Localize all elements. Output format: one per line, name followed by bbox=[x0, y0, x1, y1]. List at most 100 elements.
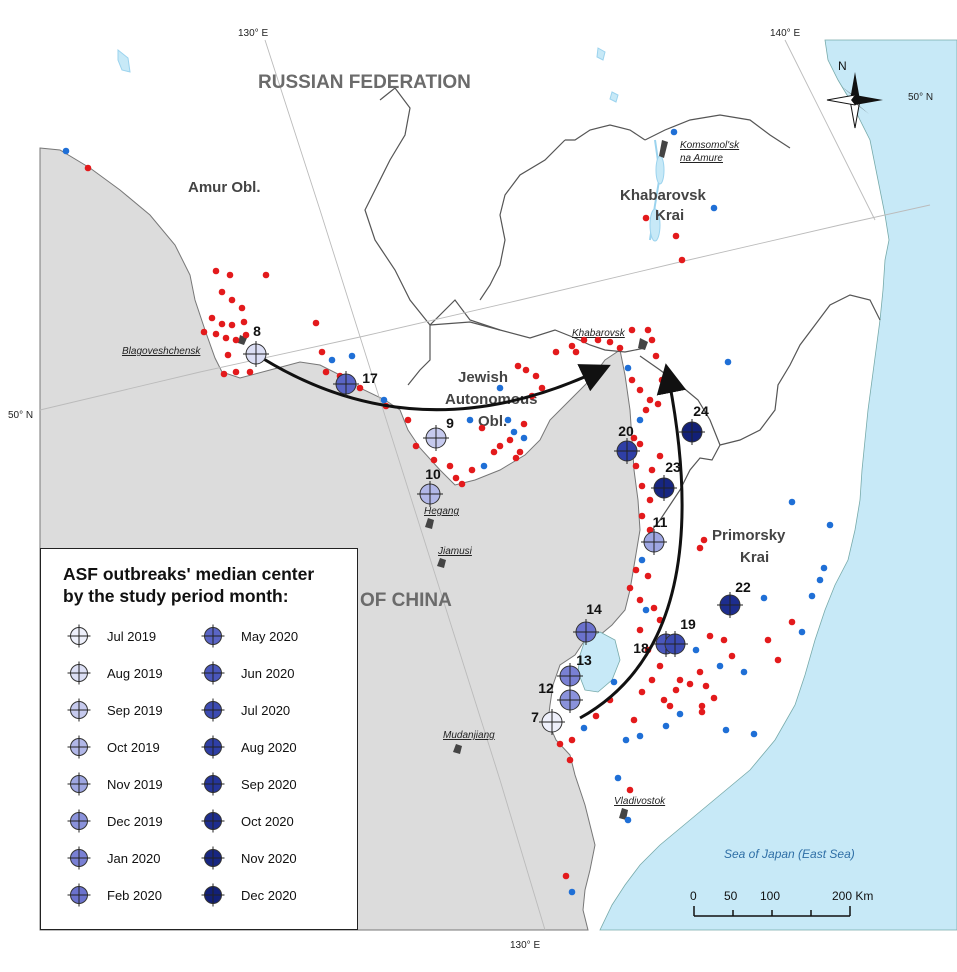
outbreak-point bbox=[820, 564, 828, 572]
graticule bbox=[39, 39, 931, 931]
outbreak-point bbox=[246, 368, 254, 376]
median-center-9 bbox=[423, 425, 449, 451]
outbreak-point bbox=[568, 736, 576, 744]
legend-marker-icon bbox=[201, 624, 225, 648]
outbreak-point bbox=[232, 336, 240, 344]
outbreak-point bbox=[568, 888, 576, 896]
outbreak-point bbox=[496, 442, 504, 450]
outbreak-point bbox=[678, 256, 686, 264]
sea-of-japan bbox=[599, 39, 957, 931]
outbreak-point bbox=[728, 652, 736, 660]
legend-item-label: Oct 2020 bbox=[241, 813, 294, 829]
median-center-label-22: 22 bbox=[735, 579, 751, 595]
legend-item-label: Oct 2019 bbox=[107, 739, 160, 755]
outbreak-point bbox=[760, 594, 768, 602]
outbreak-point bbox=[716, 662, 724, 670]
city-label-khabarovsk: Khabarovsk bbox=[572, 328, 626, 339]
median-center-label-13: 13 bbox=[576, 652, 592, 668]
outbreak-point bbox=[606, 338, 614, 346]
outbreak-point bbox=[232, 368, 240, 376]
outbreak-point bbox=[322, 368, 330, 376]
khanka-lake bbox=[577, 631, 621, 693]
country-label-russia: RUSSIAN FEDERATION bbox=[258, 72, 471, 93]
median-center-label-23: 23 bbox=[665, 459, 681, 475]
outbreak-point bbox=[572, 348, 580, 356]
legend-marker-icon bbox=[201, 735, 225, 759]
outbreak-point bbox=[228, 321, 236, 329]
outbreak-point bbox=[808, 592, 816, 600]
legend-marker-icon bbox=[67, 846, 91, 870]
city-label-jiamusi: Jiamusi bbox=[437, 546, 473, 557]
legend-marker-icon bbox=[201, 698, 225, 722]
outbreak-point bbox=[412, 442, 420, 450]
legend-item: Sep 2019 bbox=[67, 698, 163, 722]
outbreak-point bbox=[722, 726, 730, 734]
outbreak-point bbox=[646, 526, 654, 534]
city-label-mudanjiang: Mudanjiang bbox=[443, 730, 495, 741]
outbreak-point bbox=[200, 328, 208, 336]
outbreak-point bbox=[628, 376, 636, 384]
outbreak-point bbox=[706, 632, 714, 640]
outbreak-point bbox=[538, 384, 546, 392]
median-center-20 bbox=[614, 438, 640, 464]
legend-marker-icon bbox=[67, 772, 91, 796]
legend-item-label: Aug 2020 bbox=[241, 739, 297, 755]
outbreak-point bbox=[348, 352, 356, 360]
legend-item: Jan 2020 bbox=[67, 846, 161, 870]
city-label-blagoveshchensk: Blagoveshchensk bbox=[122, 346, 201, 357]
outbreak-point bbox=[700, 536, 708, 544]
region-label-jewish-3: Obl. bbox=[478, 413, 507, 430]
outbreak-point bbox=[638, 482, 646, 490]
outbreak-point bbox=[616, 344, 624, 352]
outbreak-point bbox=[686, 680, 694, 688]
legend-item-label: Aug 2019 bbox=[107, 665, 163, 681]
outbreak-point bbox=[696, 668, 704, 676]
scale-tick-50: 50 bbox=[724, 889, 738, 903]
legend-marker-icon bbox=[67, 809, 91, 833]
outbreak-point bbox=[468, 466, 476, 474]
legend-item: Oct 2020 bbox=[201, 809, 294, 833]
outbreak-point bbox=[636, 732, 644, 740]
median-center-17 bbox=[333, 371, 359, 397]
outbreak-point bbox=[242, 331, 250, 339]
median-center-label-9: 9 bbox=[446, 415, 454, 431]
legend-item-label: Sep 2020 bbox=[241, 776, 297, 792]
legend-item: Oct 2019 bbox=[67, 735, 160, 759]
median-center-13 bbox=[557, 663, 583, 689]
outbreak-point bbox=[666, 702, 674, 710]
outbreak-point bbox=[630, 434, 638, 442]
legend-item: Nov 2020 bbox=[201, 846, 297, 870]
outbreak-point bbox=[562, 872, 570, 880]
legend-item-label: Jul 2019 bbox=[107, 628, 157, 644]
outbreak-point bbox=[614, 774, 622, 782]
median-center-12 bbox=[557, 687, 583, 713]
outbreak-point bbox=[798, 628, 806, 636]
region-boundaries bbox=[364, 87, 881, 536]
legend-item: Aug 2020 bbox=[201, 735, 297, 759]
outbreak-point bbox=[622, 736, 630, 744]
outbreak-point bbox=[628, 326, 636, 334]
outbreak-point bbox=[580, 336, 588, 344]
grid-label-top-140: 140° E bbox=[770, 28, 800, 39]
outbreak-point bbox=[356, 384, 364, 392]
outbreak-point bbox=[650, 604, 658, 612]
outbreak-point bbox=[670, 128, 678, 136]
outbreak-point bbox=[648, 336, 656, 344]
outbreak-point bbox=[676, 676, 684, 684]
legend-marker-icon bbox=[67, 624, 91, 648]
outbreak-point bbox=[656, 452, 664, 460]
region-label-jewish-2: Autonomous bbox=[445, 391, 537, 408]
legend-title-line1: ASF outbreaks' median center bbox=[63, 564, 315, 584]
median-center-label-24: 24 bbox=[693, 403, 709, 419]
legend-item: Jul 2020 bbox=[201, 698, 290, 722]
outbreak-point bbox=[208, 314, 216, 322]
median-markers: 7 8 9 10 11 12 13 14 17 18 19 20 22 23 24 bbox=[243, 323, 751, 735]
outbreak-point bbox=[532, 372, 540, 380]
legend-item: Jul 2019 bbox=[67, 624, 157, 648]
city-label-hegang: Hegang bbox=[424, 506, 459, 517]
outbreak-point bbox=[504, 416, 512, 424]
outbreak-point bbox=[490, 448, 498, 456]
median-center-label-17: 17 bbox=[362, 370, 378, 386]
median-center-label-20: 20 bbox=[618, 423, 634, 439]
scale-tick-200: 200 Km bbox=[832, 889, 873, 903]
